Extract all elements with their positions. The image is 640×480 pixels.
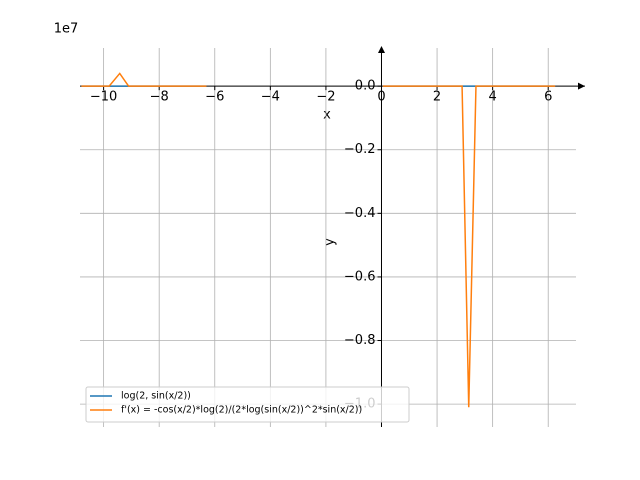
y-tick-label: −0.8 [344,333,376,348]
x-tick-label: 2 [433,90,441,105]
legend: log(2, sin(x/2)) f'(x) = -cos(x/2)*log(2)… [85,386,410,423]
y-tick-label: −0.2 [344,142,376,157]
x-tick-label: −4 [261,90,280,105]
x-tick-label: −8 [150,90,169,105]
y-offset: 1e7 [54,22,79,37]
x-tick-label: 6 [544,90,552,105]
y-axis-label: y [323,238,338,246]
y-tick-label: 0.0 [355,79,376,94]
x-tick-label: −6 [205,90,224,105]
x-tick-label: −10 [90,90,117,105]
x-tick-label: 0 [377,90,385,105]
legend-box [85,386,410,423]
x-tick-label: 4 [488,90,496,105]
x-axis-label: x [323,108,331,123]
legend-label: log(2, sin(x/2)) [121,391,191,402]
series-line [81,72,556,408]
legend-label: f'(x) = -cos(x/2)*log(2)/(2*log(sin(x/2)… [121,405,362,416]
y-arrow [377,46,385,53]
y-tick-label: −0.4 [344,206,376,221]
x-arrow [578,82,585,90]
x-tick-label: −2 [316,90,335,105]
y-tick-label: −0.6 [344,269,376,284]
